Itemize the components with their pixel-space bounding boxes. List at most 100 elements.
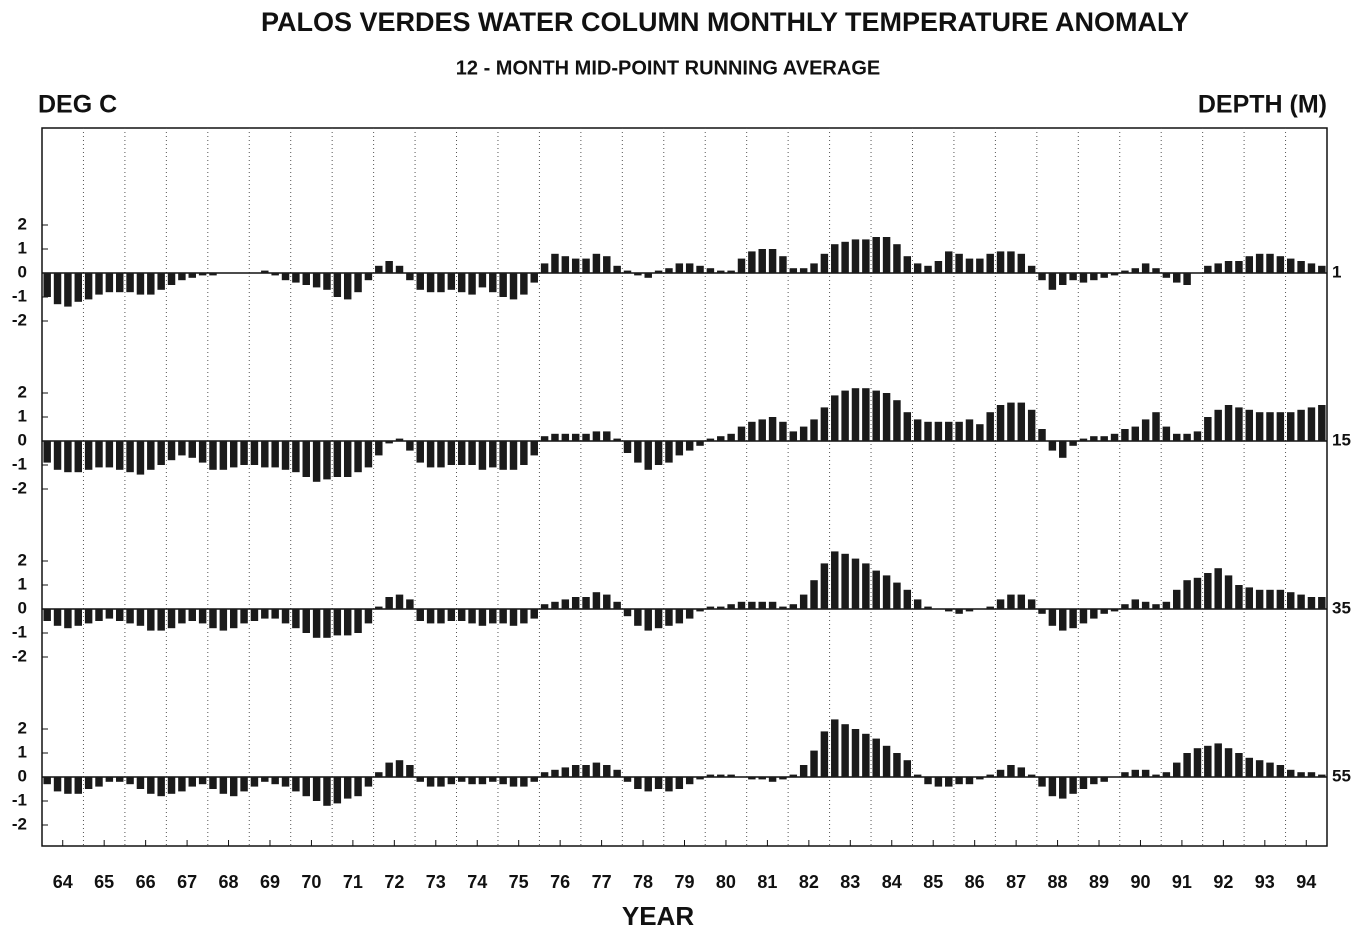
bar (737, 258, 746, 273)
bar (986, 606, 994, 609)
bar (945, 251, 953, 273)
bar (292, 441, 300, 473)
bar (364, 273, 373, 281)
bar (1027, 599, 1036, 609)
bar (717, 270, 725, 273)
bar (913, 599, 922, 609)
x-tick-label: 82 (799, 872, 819, 892)
bar (302, 441, 310, 477)
bar (706, 438, 715, 441)
bar (115, 777, 124, 782)
x-tick-label: 71 (343, 872, 363, 892)
bar (654, 441, 663, 465)
bar (333, 609, 342, 636)
bar (1090, 436, 1098, 441)
bar (1318, 405, 1326, 441)
bar (520, 273, 528, 295)
x-tick-label: 76 (550, 872, 570, 892)
bar (872, 570, 880, 609)
bar (1027, 774, 1036, 777)
bar (74, 441, 83, 473)
chart-title: PALOS VERDES WATER COLUMN MONTHLY TEMPER… (261, 7, 1189, 37)
bar (530, 441, 538, 456)
bar (582, 433, 590, 441)
bar (779, 777, 787, 780)
bar (934, 777, 943, 787)
bar (789, 431, 798, 441)
bar (167, 441, 176, 461)
bar (115, 609, 124, 621)
bar (343, 777, 352, 799)
bar (53, 273, 62, 305)
bar (685, 441, 694, 451)
bar (603, 594, 611, 609)
bar (1173, 762, 1181, 777)
bar (157, 609, 165, 631)
bar (623, 777, 632, 782)
bar (478, 609, 487, 626)
x-tick-label: 74 (467, 872, 487, 892)
bar (385, 441, 393, 444)
bar (64, 441, 72, 473)
bar (136, 441, 145, 475)
bar (468, 441, 476, 465)
bar (468, 777, 476, 785)
bar (1110, 273, 1119, 276)
y-tick-label: 2 (18, 382, 27, 401)
bar (343, 609, 352, 636)
bar (489, 441, 497, 468)
bar (530, 777, 538, 782)
bar (333, 777, 342, 804)
bar (447, 777, 456, 785)
x-tick-label: 80 (716, 872, 736, 892)
bar (530, 273, 538, 283)
bar (1214, 743, 1222, 777)
bar (913, 774, 922, 777)
bar (551, 601, 559, 609)
bar (1059, 273, 1067, 285)
bar (592, 253, 601, 273)
bar (862, 388, 870, 441)
bar (489, 273, 497, 293)
bar (976, 258, 984, 273)
plot-frame (41, 127, 1328, 847)
bar (1183, 433, 1191, 441)
bar (737, 426, 746, 441)
bar (540, 604, 549, 609)
bar (841, 724, 849, 777)
series-name: 55 (1332, 766, 1351, 785)
bar (903, 256, 912, 273)
bar (147, 777, 155, 794)
bar (1152, 604, 1160, 609)
x-tick-label: 88 (1048, 872, 1068, 892)
bar (240, 441, 248, 465)
bar (644, 609, 652, 631)
bar (1121, 270, 1129, 273)
bar (178, 609, 186, 624)
bar (768, 417, 777, 441)
x-tick-label: 78 (633, 872, 653, 892)
bar (126, 609, 134, 624)
bar (489, 777, 497, 782)
bar (426, 441, 435, 468)
bar (136, 609, 145, 626)
bar (1069, 441, 1077, 446)
bar (437, 273, 445, 293)
bar (499, 441, 507, 470)
bar (976, 424, 984, 441)
bar (665, 441, 673, 463)
y-axis-label: DEG C (38, 91, 117, 119)
bar (758, 419, 766, 441)
bar (851, 388, 860, 441)
bar (727, 774, 735, 777)
bar (1090, 609, 1098, 619)
bar (426, 609, 435, 624)
bar (499, 609, 507, 624)
bar (406, 599, 414, 609)
bar (250, 609, 259, 621)
bar (95, 441, 103, 468)
bar (354, 441, 362, 473)
bar (924, 421, 932, 441)
bar (395, 760, 404, 777)
x-tick-label: 67 (177, 872, 197, 892)
